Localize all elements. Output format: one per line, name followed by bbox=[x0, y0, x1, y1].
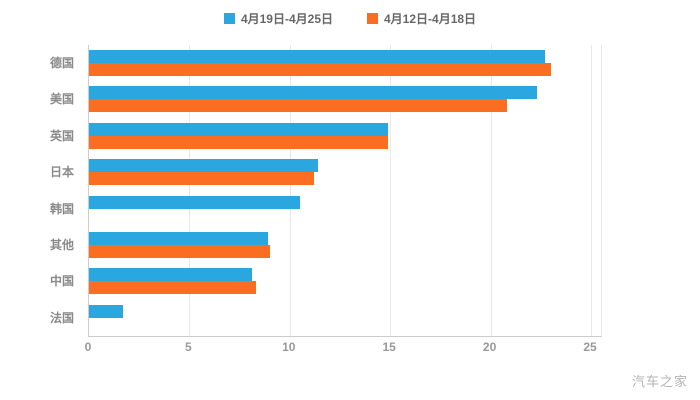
category-label-英国: 英国 bbox=[49, 128, 74, 143]
bar-日本-series0 bbox=[89, 159, 318, 173]
category-label-日本: 日本 bbox=[49, 165, 74, 180]
chart-legend: 4月19日-4月25日 4月12日-4月18日 bbox=[0, 8, 700, 28]
legend-label-week2: 4月19日-4月25日 bbox=[240, 11, 333, 26]
bar-中国-series1 bbox=[89, 281, 256, 295]
gridline bbox=[189, 45, 191, 336]
category-label-中国: 中国 bbox=[49, 274, 74, 289]
legend-swatch-blue-icon bbox=[223, 12, 235, 24]
legend-item-week1[interactable]: 4月12日-4月18日 bbox=[367, 10, 476, 27]
legend-label-week1: 4月12日-4月18日 bbox=[384, 11, 477, 26]
category-label-德国: 德国 bbox=[49, 56, 74, 70]
gridline bbox=[390, 45, 392, 336]
x-tick-label-20: 20 bbox=[482, 340, 497, 354]
bar-日本-series1 bbox=[89, 172, 314, 186]
gridline bbox=[490, 45, 492, 336]
x-tick-label-25: 25 bbox=[583, 340, 597, 354]
bar-英国-series1 bbox=[89, 135, 389, 149]
x-tick-label-0: 0 bbox=[84, 340, 92, 354]
bar-美国-series1 bbox=[89, 99, 507, 113]
x-tick-label-15: 15 bbox=[382, 340, 396, 354]
legend-swatch-orange-icon bbox=[367, 12, 378, 24]
bar-德国-series1 bbox=[89, 63, 551, 76]
x-axis-tick-labels: 0 5 10 15 20 25 bbox=[85, 340, 600, 356]
bar-其他-series1 bbox=[89, 244, 270, 258]
bar-其他-series0 bbox=[89, 231, 268, 245]
category-label-美国: 美国 bbox=[49, 92, 74, 107]
legend-item-week2[interactable]: 4月19日-4月25日 bbox=[223, 10, 333, 27]
gridline bbox=[289, 45, 291, 336]
bar-英国-series0 bbox=[89, 122, 389, 136]
gridline bbox=[591, 45, 592, 336]
bar-德国-series0 bbox=[89, 50, 545, 63]
bar-中国-series0 bbox=[89, 268, 252, 282]
watermark-autohome: 汽车之家 bbox=[631, 374, 688, 389]
bar-美国-series0 bbox=[89, 86, 537, 100]
plot-area bbox=[88, 45, 602, 337]
category-label-法国: 法国 bbox=[49, 310, 74, 325]
bar-韩国-series0 bbox=[89, 195, 300, 209]
category-label-韩国: 韩国 bbox=[49, 201, 74, 216]
x-tick-label-5: 5 bbox=[185, 340, 192, 354]
category-label-其他: 其他 bbox=[49, 237, 74, 252]
y-axis-category-labels: 德国美国英国日本韩国其他中国法国 bbox=[0, 45, 80, 336]
bar-法国-series0 bbox=[89, 304, 124, 318]
x-tick-label-10: 10 bbox=[282, 340, 296, 354]
